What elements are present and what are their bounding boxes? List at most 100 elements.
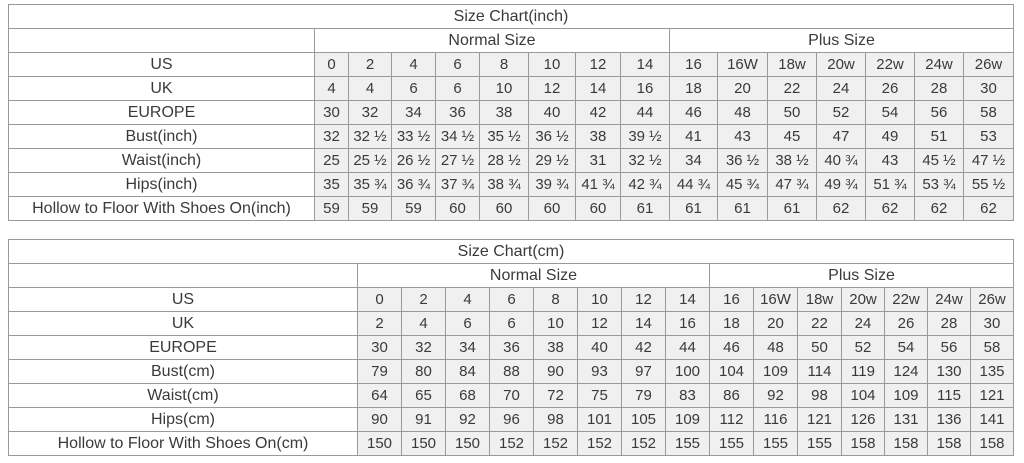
size-value-cell: 98 bbox=[797, 383, 842, 408]
size-value-cell: 39 ½ bbox=[620, 124, 670, 149]
table-row: Waist(cm) 64 65 68 70 72 75 79 83 86 92 98 104 109 115… bbox=[8, 383, 1014, 408]
size-value-cell: 92 bbox=[753, 383, 798, 408]
table-row: Hollow to Floor With Shoes On(cm) 150 150 1… bbox=[8, 431, 1014, 456]
size-value-cell: 44 ¾ bbox=[669, 172, 718, 197]
size-value-cell: 61 bbox=[767, 196, 817, 221]
size-value-cell: 16W bbox=[717, 52, 768, 77]
size-value-cell: 2 bbox=[401, 287, 446, 312]
size-value-cell: 75 bbox=[577, 383, 622, 408]
size-value-cell: 43 bbox=[717, 124, 768, 149]
size-value-cell: 35 ½ bbox=[479, 124, 529, 149]
size-value-cell: 43 bbox=[865, 148, 915, 173]
size-value-cell: 158 bbox=[927, 431, 971, 456]
size-value-cell: 53 ¾ bbox=[914, 172, 964, 197]
size-value-cell: 49 bbox=[865, 124, 915, 149]
size-value-cell: 114 bbox=[797, 359, 842, 384]
size-value-cell: 24 bbox=[816, 76, 866, 101]
size-value-cell: 100 bbox=[665, 359, 710, 384]
table-row: Bust(cm) 79 80 84 88 90 93 97 100 104 109 114 119 124… bbox=[8, 359, 1014, 384]
size-value-cell: 152 bbox=[489, 431, 534, 456]
size-value-cell: 61 bbox=[620, 196, 670, 221]
table-row: US 0 2 4 6 8 10 12 14 16 16W 18w 20w 22w 24w 26w bbox=[8, 287, 1014, 312]
size-value-cell: 16 bbox=[709, 287, 754, 312]
size-value-cell: 121 bbox=[797, 407, 842, 432]
size-value-cell: 109 bbox=[753, 359, 798, 384]
size-value-cell: 105 bbox=[621, 407, 666, 432]
size-value-cell: 6 bbox=[391, 76, 436, 101]
size-value-cell: 42 bbox=[575, 100, 621, 125]
size-value-cell: 26 bbox=[865, 76, 915, 101]
size-value-cell: 0 bbox=[314, 52, 349, 77]
size-value-cell: 30 bbox=[970, 311, 1014, 336]
size-value-cell: 48 bbox=[753, 335, 798, 360]
group-header-normal-size: Normal Size bbox=[314, 28, 670, 53]
group-header-plus-size: Plus Size bbox=[669, 28, 1014, 53]
row-label: Waist(inch) bbox=[8, 148, 315, 173]
size-value-cell: 42 bbox=[621, 335, 666, 360]
table-row: EUROPE 30 32 34 36 38 40 42 44 46 48 50 52 54 56 58 bbox=[8, 335, 1014, 360]
size-value-cell: 104 bbox=[709, 359, 754, 384]
row-label: Bust(inch) bbox=[8, 124, 315, 149]
size-value-cell: 86 bbox=[709, 383, 754, 408]
size-value-cell: 31 bbox=[575, 148, 621, 173]
row-label: EUROPE bbox=[8, 335, 358, 360]
size-chart-cm-table: Size Chart(cm) Normal Size Plus Size US 0 2 4 6… bbox=[8, 239, 1014, 456]
size-value-cell: 155 bbox=[665, 431, 710, 456]
corner-blank-cell bbox=[8, 28, 315, 53]
size-value-cell: 115 bbox=[927, 383, 971, 408]
size-value-cell: 96 bbox=[489, 407, 534, 432]
size-value-cell: 54 bbox=[865, 100, 915, 125]
size-value-cell: 40 bbox=[528, 100, 576, 125]
size-value-cell: 27 ½ bbox=[435, 148, 480, 173]
size-value-cell: 32 ½ bbox=[348, 124, 392, 149]
size-value-cell: 88 bbox=[489, 359, 534, 384]
size-value-cell: 60 bbox=[575, 196, 621, 221]
size-value-cell: 22 bbox=[797, 311, 842, 336]
size-value-cell: 36 ½ bbox=[717, 148, 768, 173]
size-value-cell: 45 bbox=[767, 124, 817, 149]
size-value-cell: 56 bbox=[914, 100, 964, 125]
size-value-cell: 91 bbox=[401, 407, 446, 432]
size-value-cell: 16 bbox=[665, 311, 710, 336]
size-value-cell: 152 bbox=[621, 431, 666, 456]
size-value-cell: 92 bbox=[445, 407, 490, 432]
size-value-cell: 60 bbox=[528, 196, 576, 221]
size-value-cell: 68 bbox=[445, 383, 490, 408]
size-value-cell: 150 bbox=[401, 431, 446, 456]
size-value-cell: 52 bbox=[841, 335, 885, 360]
size-value-cell: 37 ¾ bbox=[435, 172, 480, 197]
size-value-cell: 79 bbox=[621, 383, 666, 408]
size-value-cell: 54 bbox=[884, 335, 928, 360]
size-value-cell: 38 bbox=[479, 100, 529, 125]
size-value-cell: 50 bbox=[797, 335, 842, 360]
row-label: Hollow to Floor With Shoes On(inch) bbox=[8, 196, 315, 221]
size-value-cell: 72 bbox=[533, 383, 578, 408]
size-value-cell: 12 bbox=[575, 52, 621, 77]
size-value-cell: 4 bbox=[391, 52, 436, 77]
row-label: UK bbox=[8, 76, 315, 101]
size-value-cell: 47 bbox=[816, 124, 866, 149]
size-value-cell: 40 bbox=[577, 335, 622, 360]
size-value-cell: 97 bbox=[621, 359, 666, 384]
size-value-cell: 8 bbox=[533, 287, 578, 312]
size-value-cell: 62 bbox=[963, 196, 1014, 221]
table-title: Size Chart(inch) bbox=[8, 4, 1014, 29]
size-value-cell: 119 bbox=[841, 359, 885, 384]
size-value-cell: 29 ½ bbox=[528, 148, 576, 173]
size-value-cell: 101 bbox=[577, 407, 622, 432]
size-value-cell: 12 bbox=[577, 311, 622, 336]
size-value-cell: 14 bbox=[620, 52, 670, 77]
size-value-cell: 16W bbox=[753, 287, 798, 312]
size-value-cell: 65 bbox=[401, 383, 446, 408]
size-value-cell: 28 ½ bbox=[479, 148, 529, 173]
row-label: Bust(cm) bbox=[8, 359, 358, 384]
size-value-cell: 18 bbox=[669, 76, 718, 101]
size-value-cell: 59 bbox=[391, 196, 436, 221]
size-value-cell: 46 bbox=[709, 335, 754, 360]
size-value-cell: 60 bbox=[435, 196, 480, 221]
size-value-cell: 32 bbox=[401, 335, 446, 360]
size-value-cell: 121 bbox=[970, 383, 1014, 408]
size-value-cell: 30 bbox=[314, 100, 349, 125]
